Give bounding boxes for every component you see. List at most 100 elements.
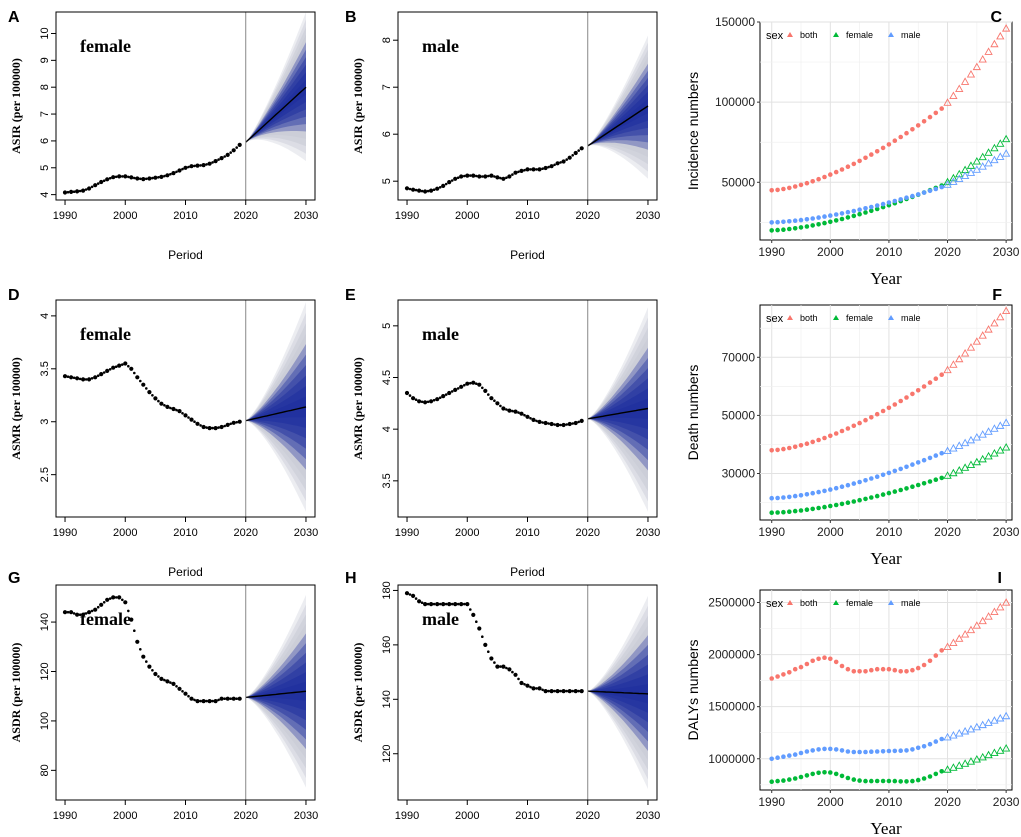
- legend: sex both female male: [766, 30, 921, 42]
- x-tick-label: 2010: [876, 245, 903, 259]
- point-both: [804, 441, 810, 447]
- point-male: [915, 192, 921, 197]
- point-female: [810, 771, 815, 777]
- x-tick-label: 2020: [575, 810, 599, 822]
- observed-point: [211, 699, 214, 703]
- point-male: [816, 215, 821, 220]
- point-male: [898, 748, 903, 753]
- projected-point-both: [966, 343, 976, 351]
- observed-point: [450, 390, 454, 393]
- observed-point: [493, 399, 496, 403]
- point-female: [927, 774, 933, 779]
- projected-point-male: [1001, 711, 1011, 720]
- point-female: [828, 503, 833, 509]
- observed-point: [66, 375, 70, 379]
- point-both: [892, 138, 898, 143]
- point-both: [839, 428, 845, 434]
- projected-point-female: [966, 460, 976, 469]
- projected-point-male: [966, 435, 976, 444]
- legend-key-both: [787, 600, 793, 605]
- projected-point-both: [960, 348, 970, 357]
- observed-point: [420, 189, 424, 193]
- observed-point: [483, 174, 488, 179]
- observed-point: [553, 423, 556, 426]
- observed-point: [432, 188, 436, 191]
- y-tick-label: 100000: [715, 95, 755, 109]
- x-tick-label: 1990: [53, 810, 77, 822]
- observed-point: [163, 174, 166, 178]
- observed-point: [577, 689, 580, 693]
- point-female: [910, 484, 915, 490]
- projected-point-female: [1001, 443, 1011, 451]
- observed-point: [187, 694, 190, 698]
- observed-point: [426, 602, 430, 606]
- x-tick-label: 2000: [455, 210, 479, 222]
- observed-point: [201, 424, 206, 430]
- point-female: [880, 492, 886, 497]
- point-both: [810, 658, 815, 664]
- point-both: [857, 669, 862, 674]
- observed-point: [565, 423, 568, 426]
- observed-point: [151, 394, 154, 397]
- observed-point: [453, 602, 458, 607]
- observed-point: [567, 155, 572, 160]
- point-both: [845, 164, 851, 169]
- observed-point: [69, 189, 74, 194]
- observed-point: [571, 154, 574, 157]
- y-tick-label: 5: [39, 165, 51, 171]
- point-male: [869, 476, 874, 481]
- projected-point-male: [966, 168, 976, 176]
- observed-point: [505, 176, 508, 179]
- observed-point: [90, 609, 94, 613]
- point-male: [927, 741, 933, 747]
- projected-point-male: [984, 427, 993, 435]
- observed-point: [207, 699, 212, 704]
- observed-point: [111, 175, 116, 180]
- observed-point: [517, 411, 520, 414]
- point-both: [869, 667, 874, 673]
- y-tick-label: 30000: [722, 467, 756, 481]
- projected-point-both: [1001, 306, 1011, 314]
- sex-label: female: [80, 324, 131, 344]
- observed-point: [417, 399, 422, 404]
- point-male: [869, 749, 874, 754]
- observed-point: [441, 602, 446, 607]
- observed-point: [529, 168, 532, 171]
- observed-point: [145, 387, 148, 390]
- observed-point: [471, 612, 476, 618]
- legend-label-male: male: [901, 30, 921, 40]
- observed-point: [219, 156, 224, 161]
- observed-point: [213, 426, 218, 431]
- x-tick-label: 2010: [173, 810, 197, 822]
- observed-point: [477, 626, 482, 631]
- observed-point: [108, 176, 112, 180]
- point-male: [833, 747, 839, 752]
- observed-point: [577, 149, 580, 152]
- point-male: [787, 753, 792, 758]
- point-male: [781, 754, 786, 759]
- observed-point: [121, 175, 124, 178]
- point-male: [904, 195, 909, 200]
- point-both: [857, 420, 862, 426]
- point-female: [874, 778, 880, 784]
- x-axis-label: Year: [870, 549, 902, 568]
- observed-point: [123, 174, 128, 179]
- observed-point: [147, 176, 152, 181]
- projected-point-both: [1001, 24, 1011, 32]
- point-both: [910, 391, 915, 397]
- fan-band-2: [587, 388, 648, 430]
- observed-point: [549, 164, 554, 169]
- projected-point-both: [990, 607, 999, 616]
- observed-point: [225, 422, 230, 427]
- observed-point: [525, 167, 530, 172]
- observed-point: [523, 683, 526, 686]
- point-male: [910, 747, 915, 752]
- x-tick-label: 2000: [817, 795, 844, 809]
- point-both: [781, 672, 786, 677]
- point-male: [828, 487, 833, 492]
- y-tick-label: 140: [381, 690, 393, 708]
- observed-point: [87, 610, 92, 615]
- point-both: [898, 669, 903, 674]
- y-axis-label: ASDR (per 100000): [9, 643, 23, 743]
- projected-point-male: [960, 726, 970, 735]
